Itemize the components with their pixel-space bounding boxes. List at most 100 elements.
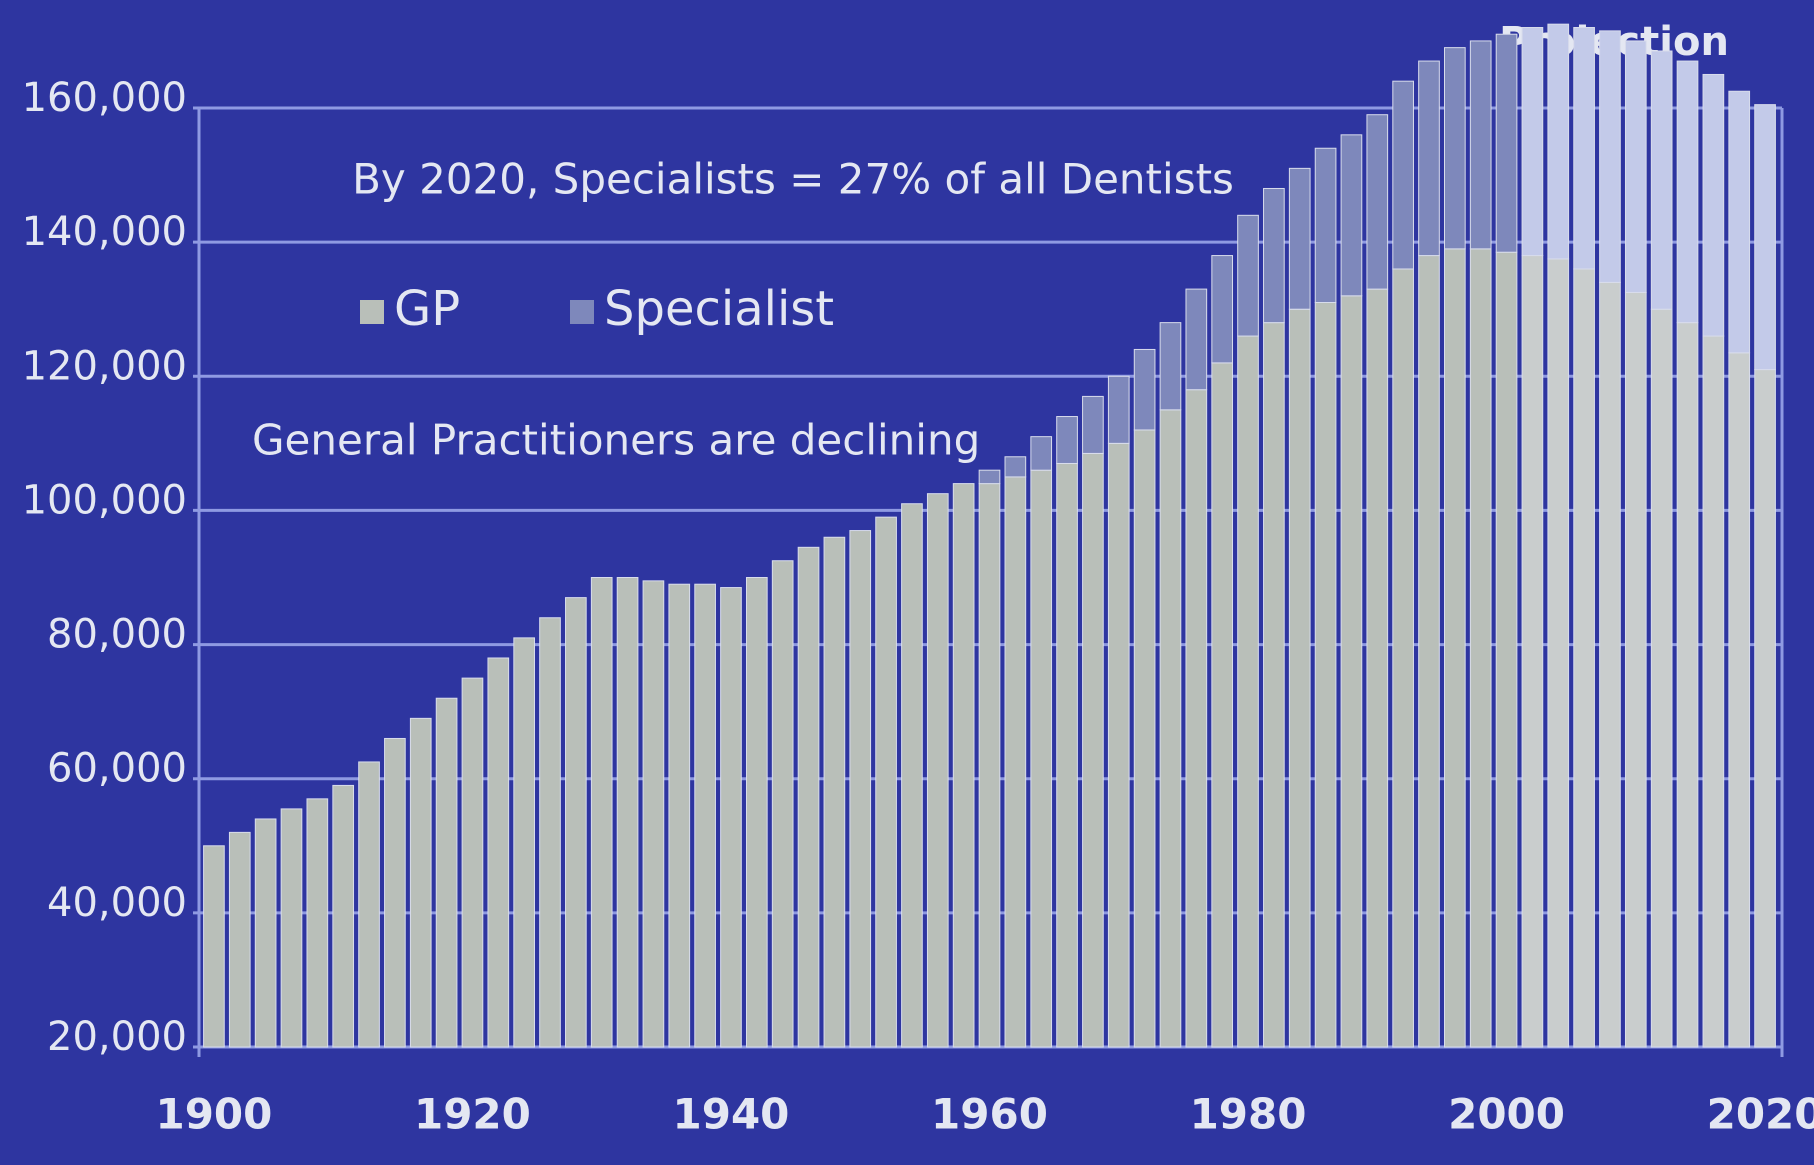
bar-segment <box>1599 30 1621 283</box>
bar-segment <box>332 784 355 1048</box>
bar-segment <box>539 617 561 1048</box>
bar-segment <box>1469 40 1492 250</box>
bar-segment <box>1599 281 1621 1048</box>
bar-segment <box>1107 375 1130 444</box>
y-tick-label: 60,000 <box>47 746 187 792</box>
bar-segment <box>720 587 742 1048</box>
bar-segment <box>1159 322 1182 411</box>
bar-segment <box>849 530 872 1048</box>
bar-segment <box>797 546 820 1048</box>
bar-segment <box>1237 335 1259 1048</box>
bar-segment <box>1418 255 1440 1048</box>
bar-segment <box>1573 268 1595 1048</box>
y-tick-label: 80,000 <box>47 612 187 658</box>
bar-segment <box>1211 362 1234 1048</box>
bar-segment <box>1237 214 1259 337</box>
bar-segment <box>1263 187 1285 324</box>
bar-segment <box>978 483 1001 1048</box>
bar-segment <box>1030 469 1053 1048</box>
x-tick-label: 1940 <box>673 1090 790 1139</box>
bar-segment <box>1495 251 1518 1048</box>
bar-segment <box>1288 167 1311 310</box>
bar-segment <box>952 483 975 1048</box>
bar-segment <box>1676 322 1699 1048</box>
annotation: By 2020, Specialists = 27% of all Dentis… <box>352 155 1234 204</box>
bar-segment <box>771 560 794 1048</box>
bar-segment <box>435 697 458 1048</box>
bar-segment <box>978 469 1001 485</box>
bar-segment <box>1547 258 1570 1048</box>
bar-segment <box>1056 462 1078 1048</box>
bar-segment <box>254 818 277 1048</box>
bar-segment <box>1521 255 1544 1048</box>
bar-segment <box>1650 308 1673 1048</box>
x-tick-label: 1960 <box>931 1090 1048 1139</box>
bar-segment <box>1444 248 1466 1048</box>
annotation: General Practitioners are declining <box>252 416 980 465</box>
bar-segment <box>1340 134 1363 297</box>
bar-segment <box>1521 27 1544 257</box>
bar-segment <box>745 577 768 1048</box>
bar-segment <box>1702 335 1725 1048</box>
y-tick-label: 20,000 <box>47 1014 187 1060</box>
bar-segment <box>1082 452 1104 1048</box>
bar-segment <box>1495 33 1518 253</box>
bar-segment <box>616 577 639 1048</box>
bar-segment <box>1547 23 1570 260</box>
bar-segment <box>1728 352 1751 1048</box>
bar-segment <box>694 583 716 1048</box>
bar-segment <box>1444 47 1466 250</box>
bar-segment <box>280 808 303 1048</box>
bar-segment <box>1624 291 1647 1048</box>
bar-segment <box>409 717 432 1048</box>
bar-segment <box>1004 476 1027 1048</box>
bar-segment <box>1728 90 1751 354</box>
bar-segment <box>1366 288 1389 1048</box>
bar-segment <box>823 536 846 1048</box>
bar-segment <box>1314 147 1337 304</box>
bar-segment <box>590 577 613 1048</box>
bar-segment <box>461 677 484 1048</box>
x-tick-label: 1900 <box>155 1090 272 1139</box>
bar-segment <box>1573 27 1595 270</box>
bar-segment <box>1004 456 1027 478</box>
bar-segment <box>1288 308 1311 1048</box>
bar-segment <box>1185 288 1208 391</box>
bar-segment <box>1392 80 1414 270</box>
bar-segment <box>513 637 535 1048</box>
bar-segment <box>1030 436 1053 471</box>
y-tick-label: 140,000 <box>22 209 187 255</box>
bar-segment <box>1107 442 1130 1048</box>
bar-segment <box>1702 73 1725 337</box>
bar-segment <box>384 737 406 1048</box>
x-tick-label: 1920 <box>414 1090 531 1139</box>
y-tick-label: 120,000 <box>22 343 187 389</box>
bar-segment <box>901 503 923 1048</box>
bar-segment <box>1366 114 1389 290</box>
bar-segment <box>926 493 949 1048</box>
x-tick-label: 1980 <box>1190 1090 1307 1139</box>
y-tick-label: 160,000 <box>22 75 187 121</box>
bar-segment <box>1314 302 1337 1048</box>
bar-segment <box>1133 429 1156 1048</box>
bar-segment <box>1754 369 1776 1048</box>
bar-segment <box>1185 389 1208 1048</box>
bar-segment <box>1418 60 1440 257</box>
x-tick-label: 2000 <box>1448 1090 1565 1139</box>
bar-segment <box>1392 268 1414 1048</box>
y-tick-label: 40,000 <box>47 880 187 926</box>
bar-segment <box>228 831 251 1048</box>
bar-segment <box>1340 295 1363 1048</box>
legend-swatch <box>360 300 384 324</box>
bar-segment <box>203 845 225 1048</box>
bar-segment <box>487 657 510 1048</box>
bar-segment <box>1159 409 1182 1048</box>
bar-segment <box>358 761 380 1048</box>
legend-label: Specialist <box>604 281 834 337</box>
bar-segment <box>875 516 897 1048</box>
bar-segment <box>1469 248 1492 1048</box>
bar-segment <box>1676 60 1699 324</box>
bar-segment <box>1211 255 1234 364</box>
bar-segment <box>1263 322 1285 1048</box>
